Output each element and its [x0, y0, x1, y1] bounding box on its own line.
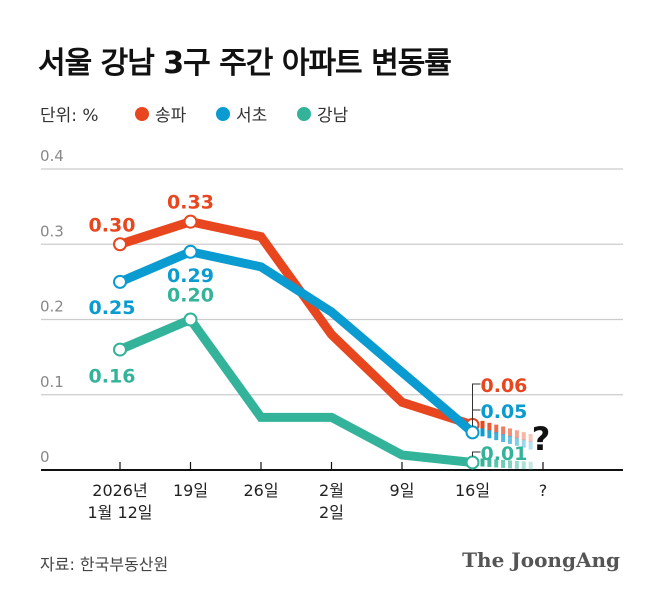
projection-dash [487, 458, 492, 467]
data-point [113, 237, 127, 252]
legend-dot [216, 106, 230, 121]
projection-dash [501, 459, 506, 468]
projection-dash [480, 428, 485, 437]
x-tick-label: 2월 [319, 481, 344, 500]
x-tick-label: 1월 12일 [87, 503, 152, 522]
y-tick-label: 0.4 [40, 147, 64, 165]
projection-dash [514, 460, 519, 469]
brand-logo: The JoongAng [462, 548, 620, 572]
projection-dash [480, 458, 485, 467]
data-label: 0.25 [89, 297, 136, 319]
x-tick-label: 2일 [319, 503, 344, 522]
legend-label: 송파 [155, 106, 187, 126]
data-label: 0.16 [89, 366, 136, 388]
legend-label: 강남 [317, 106, 349, 126]
projection-dash [528, 441, 533, 450]
projection-dash [528, 461, 533, 470]
projection-dash [521, 461, 526, 470]
data-point [183, 214, 198, 229]
data-label: 0.29 [167, 265, 214, 287]
projection-dash [528, 434, 533, 443]
data-label: 0.05 [481, 401, 528, 423]
y-tick-label: 0.3 [40, 222, 64, 240]
x-tick-label: ? [539, 481, 548, 500]
projection-dash [501, 426, 506, 435]
projection-dash [521, 439, 526, 448]
data-point [183, 244, 198, 259]
projection-dash [508, 435, 512, 444]
projection-dash [494, 424, 499, 433]
data-point [465, 455, 480, 470]
legend-dot [135, 106, 149, 121]
data-point [183, 312, 198, 327]
x-tick-label: 9일 [390, 481, 415, 500]
x-tick-label: 16일 [455, 481, 490, 500]
leader-line [472, 383, 481, 419]
data-label: 0.33 [167, 192, 214, 214]
projection-dash [480, 420, 485, 429]
data-label: 0.30 [89, 214, 136, 236]
projection-dash [508, 428, 512, 437]
projection-dash [501, 434, 506, 443]
x-tick-label: 19일 [173, 481, 208, 500]
projection-dash [487, 422, 492, 431]
chart-title: 서울 강남 3구 주간 아파트 변동률 [38, 46, 452, 81]
projection-dash [514, 430, 519, 439]
projection-dash [487, 430, 492, 439]
data-point [113, 342, 127, 357]
question-mark: ? [532, 420, 551, 458]
legend-label: 서초 [236, 106, 268, 126]
legend-item-seocho: 서초 [216, 101, 267, 126]
projection-dash [494, 459, 499, 468]
leader-line [472, 409, 481, 427]
legend-dot [297, 106, 311, 121]
x-tick-label: 26일 [243, 481, 278, 500]
unit-label: 단위: % [40, 106, 99, 126]
leader-line [472, 451, 481, 457]
data-point [465, 425, 480, 440]
y-tick-label: 0 [40, 448, 50, 466]
projection-dash [494, 432, 499, 441]
data-label: 0.20 [167, 285, 214, 307]
projection-dash [521, 432, 526, 441]
projection-dash [508, 460, 512, 469]
legend-item-gangnam: 강남 [297, 101, 348, 126]
legend-item-songpa: 송파 [135, 101, 186, 126]
x-tick-label: 2026년 [92, 481, 147, 500]
series-line-서초 [118, 247, 476, 436]
data-point [113, 274, 127, 289]
y-tick-label: 0.1 [40, 373, 64, 391]
series-line-강남 [118, 313, 473, 467]
data-label: 0.06 [481, 375, 528, 397]
projection-dash [514, 437, 519, 446]
data-label: 0.01 [481, 443, 528, 465]
source-note: 자료: 한국부동산원 [40, 555, 169, 574]
y-tick-label: 0.2 [40, 298, 64, 316]
